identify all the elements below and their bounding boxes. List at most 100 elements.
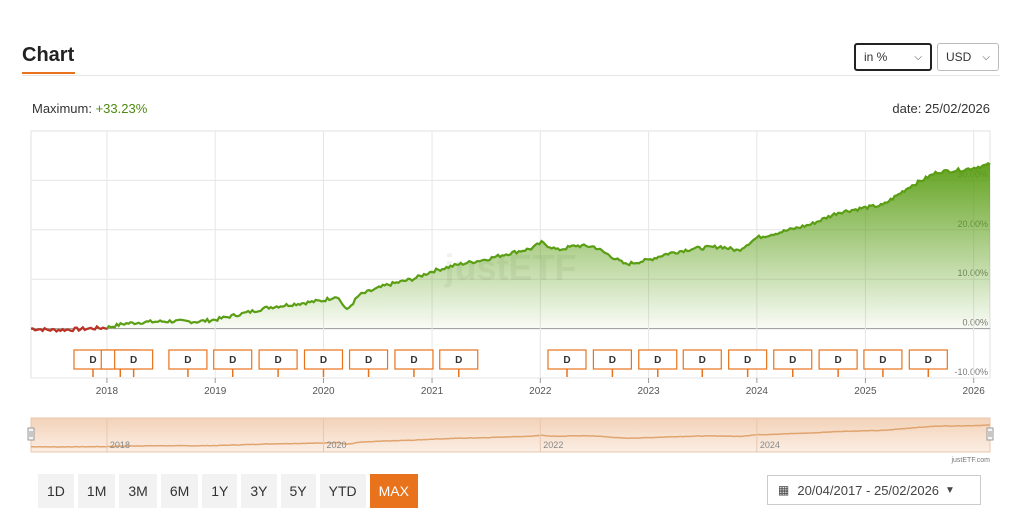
dividend-label: D [744, 355, 751, 366]
dividend-marker: D [682, 349, 722, 377]
caret-down-icon: ▼ [945, 484, 955, 496]
range-button-6m[interactable]: 6M [160, 474, 199, 508]
dividend-label: D [410, 355, 417, 366]
x-tick-label: 2020 [312, 386, 335, 397]
dividend-label: D [130, 355, 137, 366]
dividend-box [114, 349, 154, 370]
dividend-label: D [274, 355, 281, 366]
unit-select[interactable]: in % ⌵ [854, 43, 932, 71]
dividend-marker: D [863, 349, 903, 377]
dividend-marker: D [303, 349, 344, 377]
dividend-label: D [654, 355, 661, 366]
performance-chart[interactable]: 30.00%20.00%10.00%0.00%-10.00%2018201920… [0, 0, 1024, 470]
x-tick-label: 2023 [637, 386, 660, 397]
chevron-down-icon: ⌵ [914, 51, 922, 63]
navigator-label: 2020 [326, 440, 346, 450]
x-tick-label: 2022 [529, 386, 552, 397]
dividend-label: D [455, 355, 462, 366]
dividend-box [638, 349, 678, 370]
range-buttons: 1D 1M 3M 6M 1Y 3Y 5Y YTD MAX [38, 474, 418, 508]
dividend-marker: D [592, 349, 632, 377]
range-button-1y[interactable]: 1Y [202, 474, 238, 508]
header-divider [22, 75, 1000, 76]
dividend-label: D [365, 355, 372, 366]
dividend-marker: D [213, 349, 253, 377]
navigator-label: 2024 [760, 440, 780, 450]
maximum-value: +33.23% [95, 101, 148, 116]
dividend-label: D [89, 355, 96, 366]
navigator-label: 2022 [543, 440, 563, 450]
x-tick-label: 2021 [421, 386, 444, 397]
range-button-3y[interactable]: 3Y [241, 474, 277, 508]
dividend-label: D [229, 355, 236, 366]
dividend-marker: D [818, 349, 858, 377]
range-button-3m[interactable]: 3M [119, 474, 157, 508]
currency-select-value: USD [946, 50, 972, 64]
navigator-label: 2018 [110, 440, 130, 450]
dividend-label: D [320, 355, 327, 366]
x-tick-label: 2025 [854, 386, 877, 397]
dividend-box [168, 349, 208, 370]
maximum-info: Maximum: +33.23% [32, 101, 147, 116]
series-line-negative [30, 324, 108, 333]
dividend-box [773, 349, 813, 370]
dividend-box [303, 349, 344, 370]
dividend-label: D [699, 355, 706, 366]
dividend-box [818, 349, 858, 370]
dividend-box [439, 349, 479, 370]
dividend-box [213, 349, 253, 370]
dividend-marker: D [168, 349, 208, 377]
calendar-icon: ▦ [778, 483, 790, 497]
chart-date: date: 25/02/2026 [892, 101, 990, 116]
dividend-box [348, 349, 389, 370]
chevron-down-icon: ⌵ [982, 51, 990, 63]
dividend-marker: D [728, 349, 768, 377]
currency-select[interactable]: USD ⌵ [937, 43, 999, 71]
dividend-marker: D [439, 349, 479, 377]
dividend-label: D [925, 355, 932, 366]
title-underline [22, 72, 75, 74]
navigator-line [31, 424, 991, 448]
range-button-5y[interactable]: 5Y [280, 474, 316, 508]
navigator-handle-left[interactable] [27, 427, 35, 441]
dividend-marker: D [394, 349, 434, 377]
dividend-box [908, 349, 948, 370]
dividend-marker: D [258, 349, 298, 377]
range-button-max[interactable]: MAX [369, 474, 418, 508]
dividend-label: D [835, 355, 842, 366]
range-button-ytd[interactable]: YTD [319, 474, 366, 508]
navigator-window [30, 417, 991, 453]
dividend-box [394, 349, 434, 370]
dividend-label: D [879, 355, 886, 366]
dividend-label: D [789, 355, 796, 366]
maximum-label: Maximum: [32, 101, 92, 116]
date-range-value: 20/04/2017 - 25/02/2026 [797, 482, 940, 498]
dividend-box [258, 349, 298, 370]
unit-select-value: in % [864, 50, 888, 64]
range-button-1d[interactable]: 1D [38, 474, 74, 508]
range-button-1m[interactable]: 1M [77, 474, 116, 508]
dividend-marker: D [348, 349, 389, 377]
date-range-picker[interactable]: ▦ 20/04/2017 - 25/02/2026 ▼ [767, 475, 981, 505]
dividend-marker: D [547, 349, 587, 377]
dividend-box [728, 349, 768, 370]
chart-title: Chart [22, 44, 75, 66]
y-tick-label: -10.00% [954, 367, 988, 377]
dividend-label: D [563, 355, 570, 366]
credit-link: justETF.com [950, 457, 990, 464]
dividend-box [863, 349, 903, 370]
dividend-label: D [609, 355, 616, 366]
x-tick-label: 2018 [96, 386, 119, 397]
dividend-box [547, 349, 587, 370]
dividend-marker: D [773, 349, 813, 377]
navigator-handle-right[interactable] [986, 427, 994, 441]
dividend-marker: D [638, 349, 678, 377]
x-tick-label: 2019 [204, 386, 227, 397]
area-fill [31, 163, 990, 332]
x-tick-label: 2026 [963, 386, 986, 397]
dividend-marker: D [908, 349, 948, 377]
dividend-marker: D [114, 349, 154, 377]
dividend-box [592, 349, 632, 370]
x-tick-label: 2024 [746, 386, 769, 397]
dividend-label: D [184, 355, 191, 366]
